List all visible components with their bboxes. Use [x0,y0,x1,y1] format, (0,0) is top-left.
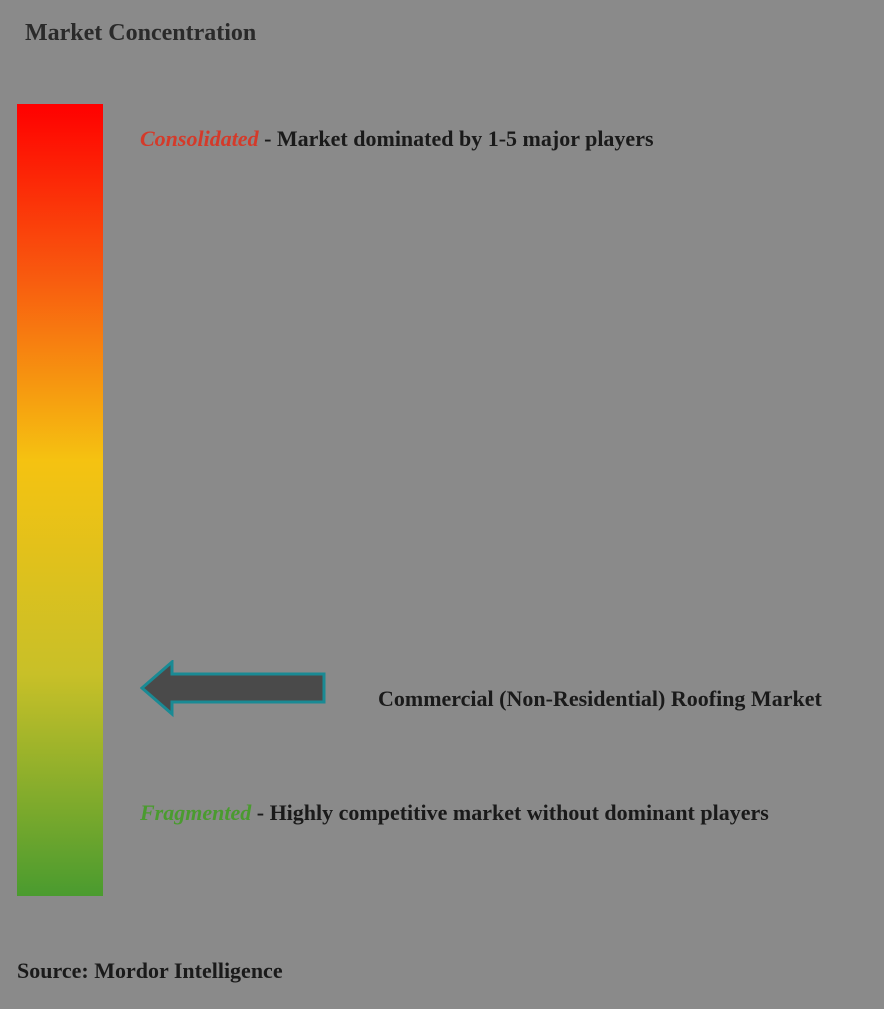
market-position-arrow [140,660,330,720]
fragmented-keyword: Fragmented [140,800,251,825]
chart-title: Market Concentration [25,20,884,47]
fragmented-label: Fragmented - Highly competitive market w… [140,800,769,826]
concentration-gradient-bar [17,104,103,896]
market-name-label: Commercial (Non-Residential) Roofing Mar… [378,678,822,720]
source-attribution: Source: Mordor Intelligence [17,958,283,984]
infographic-container: Market Concentration Consolidated - Mark… [0,0,884,1009]
fragmented-description: Highly competitive market without domina… [270,800,769,825]
consolidated-keyword: Consolidated [140,126,259,151]
consolidated-description: Market dominated by 1-5 major players [277,126,654,151]
consolidated-label: Consolidated - Market dominated by 1-5 m… [140,126,654,152]
